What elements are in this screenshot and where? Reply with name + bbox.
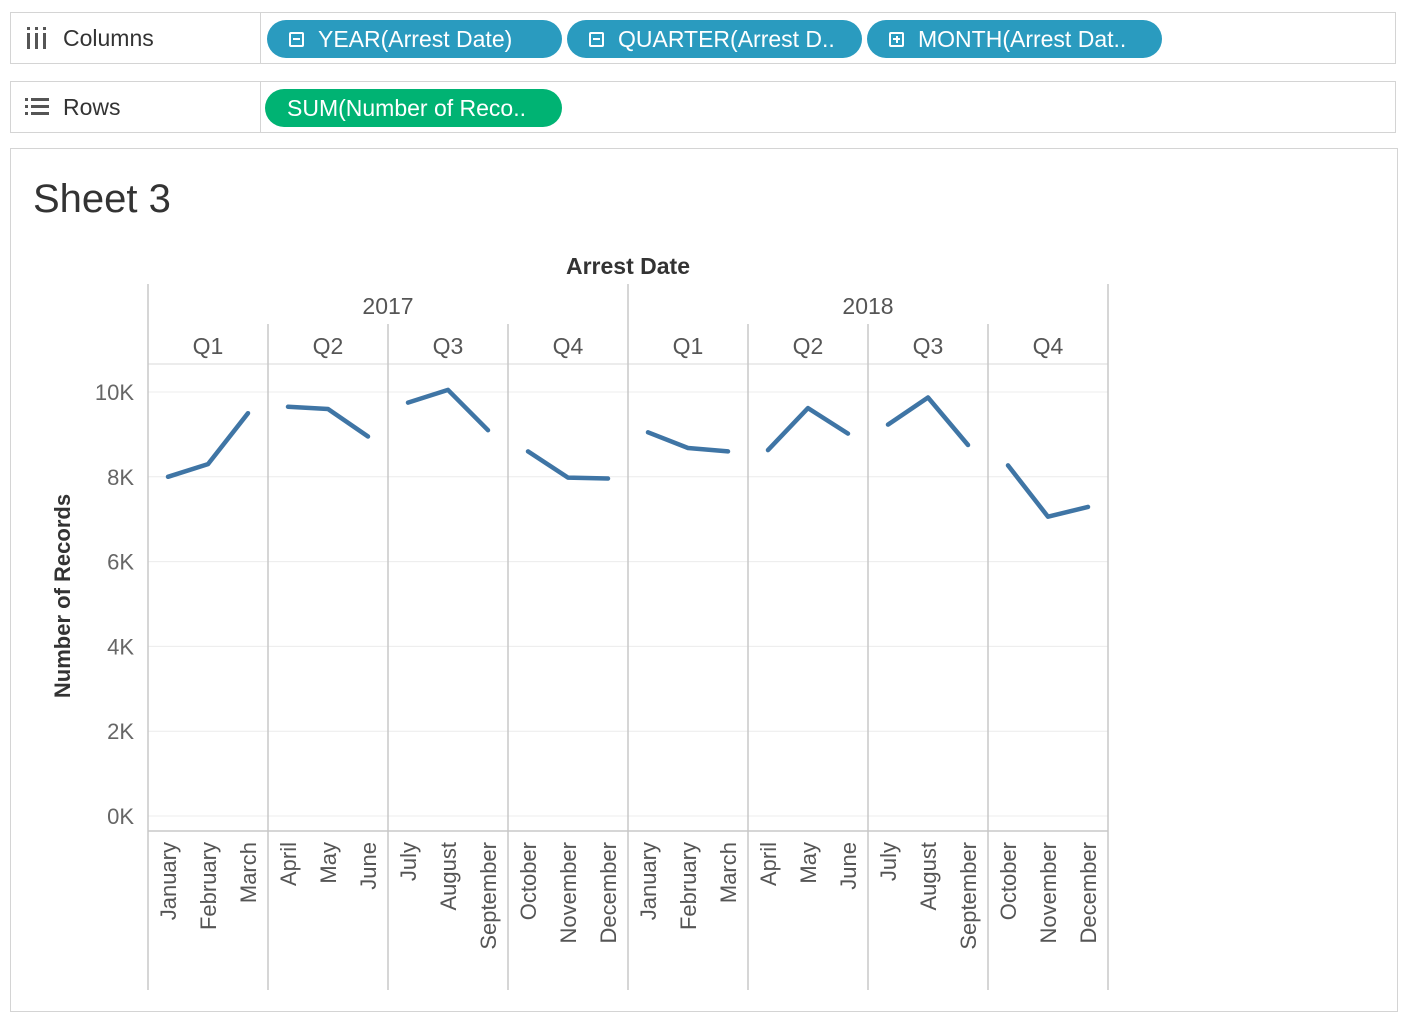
y-tick-label: 10K — [95, 380, 134, 405]
rows-shelf-label: Rows — [11, 82, 261, 132]
month-label: November — [556, 842, 581, 943]
month-arrest-date-pill[interactable]: MONTH(Arrest Dat.. — [867, 20, 1162, 58]
sheet-title: Sheet 3 — [33, 177, 171, 221]
month-label: May — [316, 842, 341, 884]
year-arrest-date-pill[interactable]: YEAR(Arrest Date) — [267, 20, 562, 58]
quarter-header: Q1 — [673, 333, 704, 359]
rows-list-icon — [25, 96, 49, 118]
month-label: November — [1036, 842, 1061, 943]
y-axis-title: Number of Records — [50, 494, 75, 698]
y-tick-label: 4K — [107, 634, 134, 659]
quarter-header: Q2 — [793, 333, 824, 359]
month-label: July — [876, 842, 901, 881]
month-label: May — [796, 842, 821, 884]
year-header: 2018 — [842, 293, 893, 319]
pill-text: MONTH(Arrest Dat.. — [918, 25, 1127, 52]
series-line-2018-q1 — [645, 430, 731, 454]
collapse-minus-icon[interactable] — [589, 31, 604, 47]
month-label: June — [356, 842, 381, 890]
year-header: 2017 — [362, 293, 413, 319]
month-label: February — [676, 842, 701, 930]
collapse-minus-icon[interactable] — [289, 31, 304, 47]
series-line-2018-q3 — [885, 395, 971, 448]
rows-shelf: Rows SUM(Number of Reco.. — [10, 81, 1396, 133]
month-label: January — [636, 842, 661, 920]
pill-text: YEAR(Arrest Date) — [318, 25, 513, 52]
month-label: July — [396, 842, 421, 881]
series-line-2017-q1 — [165, 410, 251, 480]
y-tick-label: 8K — [107, 465, 134, 490]
y-tick-label: 0K — [107, 804, 134, 829]
series-line-2017-q3 — [405, 387, 491, 433]
quarter-header: Q4 — [553, 333, 584, 359]
series-line-2018-q2 — [765, 405, 851, 453]
month-label: April — [276, 842, 301, 886]
month-label: June — [836, 842, 861, 890]
quarter-arrest-date-pill[interactable]: QUARTER(Arrest D.. — [567, 20, 862, 58]
rows-label-text: Rows — [63, 93, 121, 120]
y-tick-label: 2K — [107, 719, 134, 744]
month-label: August — [436, 842, 461, 911]
columns-shelf-label: Columns — [11, 13, 261, 63]
worksheet-panel: Sheet 3 — [10, 148, 1398, 1012]
quarter-header: Q1 — [193, 333, 224, 359]
month-label: March — [716, 842, 741, 903]
month-label: October — [516, 842, 541, 920]
pill-text: SUM(Number of Reco.. — [287, 94, 527, 121]
month-label: January — [156, 842, 181, 920]
quarter-header: Q3 — [433, 333, 464, 359]
month-label: February — [196, 842, 221, 930]
columns-shelf: Columns YEAR(Arrest Date) QUARTER(Arrest… — [10, 12, 1396, 64]
month-label: March — [236, 842, 261, 903]
expand-plus-icon[interactable] — [889, 31, 904, 47]
month-label: April — [756, 842, 781, 886]
quarter-header: Q3 — [913, 333, 944, 359]
month-label: September — [956, 842, 981, 950]
month-label: September — [476, 842, 501, 950]
x-axis-title: Arrest Date — [566, 253, 690, 279]
month-label: December — [1076, 842, 1101, 943]
quarter-header: Q2 — [313, 333, 344, 359]
columns-label-text: Columns — [63, 24, 154, 51]
series-line-2017-q4 — [525, 449, 611, 481]
series-line-2018-q4 — [1005, 463, 1091, 519]
quarter-header: Q4 — [1033, 333, 1064, 359]
pill-text: QUARTER(Arrest D.. — [618, 25, 835, 52]
month-label: August — [916, 842, 941, 911]
month-label: December — [596, 842, 621, 943]
y-tick-label: 6K — [107, 550, 134, 575]
month-label: October — [996, 842, 1021, 920]
series-line-2017-q2 — [285, 404, 371, 439]
sum-number-of-records-pill[interactable]: SUM(Number of Reco.. — [265, 89, 562, 127]
columns-icon — [25, 27, 49, 49]
